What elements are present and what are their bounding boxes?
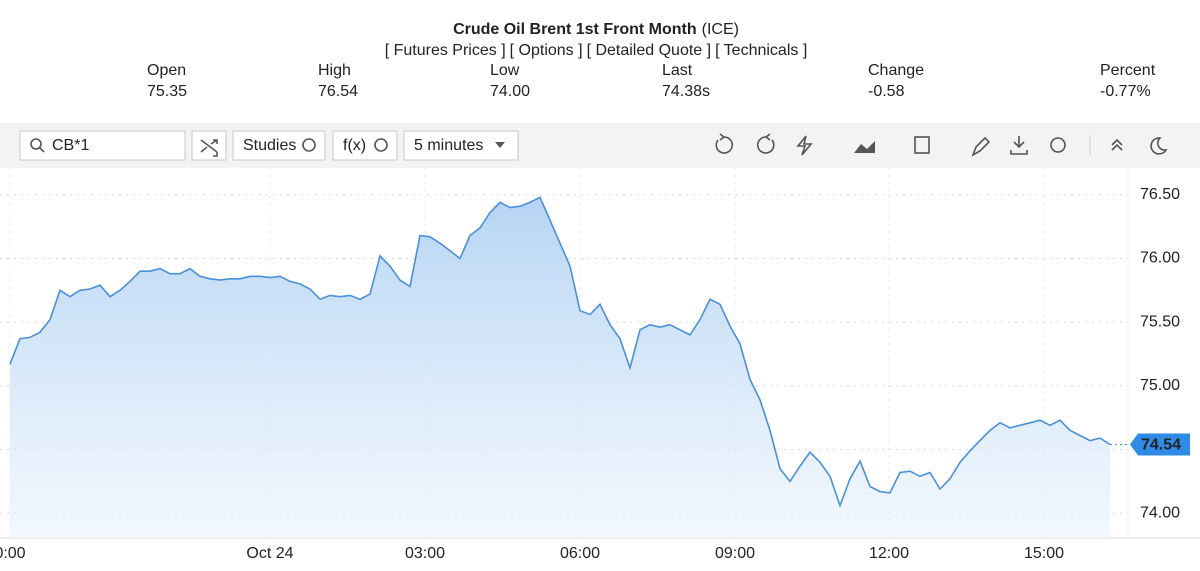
link[interactable]: [ Detailed Quote ] (587, 42, 712, 59)
quote-value: 74.00 (490, 83, 530, 100)
quote-label: Low (490, 62, 520, 79)
symbol[interactable]: CB*1 (52, 137, 89, 154)
area (10, 197, 1110, 539)
draw-icon[interactable] (796, 135, 813, 156)
quote-value: -0.77% (1100, 83, 1151, 100)
pen-icon[interactable] (971, 136, 991, 157)
quote-value: 75.35 (147, 83, 187, 100)
y-tick-label: 76.50 (1140, 186, 1180, 203)
y-tick-label: 75.50 (1140, 313, 1180, 330)
studies-button[interactable] (232, 130, 326, 161)
x-tick-label: 06:00 (560, 545, 600, 562)
quote-label: Last (662, 62, 693, 79)
x-tick-label: 12:00 (869, 545, 909, 562)
search-box[interactable] (19, 130, 186, 161)
x-tick-label: Oct 24 (246, 545, 293, 562)
download-icon[interactable] (1010, 136, 1028, 155)
link[interactable]: [ Options ] (510, 42, 583, 59)
title-text: Crude Oil Brent 1st Front Month (453, 21, 697, 38)
studies[interactable]: Studies (243, 137, 296, 154)
x-tick-label: 03:00 (405, 545, 445, 562)
compare-icon (200, 139, 218, 157)
quote-value: 76.54 (318, 83, 358, 100)
last-price-badge (1130, 433, 1190, 456)
fx[interactable]: f(x) (343, 137, 366, 154)
redo-icon[interactable] (756, 133, 775, 154)
chart-type-icon[interactable] (854, 141, 875, 153)
y-tick-label: 76.00 (1140, 250, 1180, 267)
theme-icon[interactable] (1150, 137, 1168, 155)
link[interactable]: [ Futures Prices ] (385, 42, 506, 59)
search-icon (39, 147, 45, 153)
y-tick-label: 74.00 (1140, 504, 1180, 521)
links: [ Futures Prices ][ Options ][ Detailed … (385, 42, 808, 59)
quote-label: Change (868, 62, 924, 79)
x-tick-label: 09:00 (715, 545, 755, 562)
plus-icon (374, 138, 388, 152)
dropdown-arrow (495, 142, 505, 148)
collapse-icon[interactable] (1111, 138, 1123, 151)
link[interactable]: [ Technicals ] (715, 42, 807, 59)
search-icon (30, 138, 42, 150)
price-line (9, 196, 1111, 508)
quote-label: Percent (1100, 62, 1156, 79)
interval[interactable]: 5 minutes (414, 137, 483, 154)
x-tick-label: 15:00 (1024, 545, 1064, 562)
quote-label: Open (147, 62, 186, 79)
undo-icon[interactable] (715, 133, 734, 154)
settings-icon[interactable] (1050, 137, 1066, 153)
x-tick-label: 0:00 (0, 545, 26, 562)
quote-label: High (318, 62, 351, 79)
y-tick-label: 75.00 (1140, 377, 1180, 394)
layout-icon[interactable] (914, 136, 930, 154)
plus-icon (302, 138, 316, 152)
last-price-label: 74.54 (1141, 437, 1181, 454)
title: Crude Oil Brent 1st Front Month (ICE) (453, 21, 739, 38)
quote-row: Open 75.35 High 76.54 Low 74.00 Last 74.38s Chan… (147, 62, 1156, 100)
quote-value: -0.58 (868, 83, 905, 100)
exchange: (ICE) (702, 21, 739, 38)
quote-value: 74.38s (662, 83, 710, 100)
